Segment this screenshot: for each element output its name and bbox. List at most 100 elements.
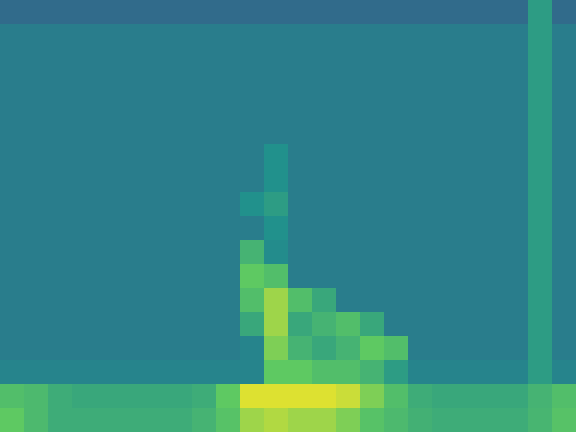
cell — [456, 360, 481, 385]
cell — [120, 168, 145, 193]
cell — [288, 144, 313, 169]
cell — [312, 336, 337, 361]
cell — [120, 192, 145, 217]
cell — [552, 168, 576, 193]
cell — [336, 120, 361, 145]
cell — [192, 384, 217, 409]
cell — [504, 24, 529, 49]
cell — [168, 192, 193, 217]
cell — [504, 48, 529, 73]
cell — [192, 24, 217, 49]
cell — [384, 120, 409, 145]
cell — [432, 360, 457, 385]
cell — [336, 168, 361, 193]
cell — [0, 240, 25, 265]
cell — [72, 192, 97, 217]
cell — [504, 264, 529, 289]
cell — [192, 0, 217, 25]
cell — [504, 336, 529, 361]
cell — [312, 288, 337, 313]
cell — [480, 120, 505, 145]
cell — [432, 0, 457, 25]
cell — [0, 384, 25, 409]
cell — [528, 96, 553, 121]
cell — [288, 168, 313, 193]
cell — [192, 120, 217, 145]
cell — [96, 336, 121, 361]
cell — [360, 96, 385, 121]
cell — [264, 360, 289, 385]
cell — [144, 168, 169, 193]
cell — [240, 144, 265, 169]
cell — [72, 240, 97, 265]
cell — [312, 312, 337, 337]
cell — [456, 24, 481, 49]
cell — [0, 120, 25, 145]
cell — [360, 264, 385, 289]
cell — [456, 216, 481, 241]
cell — [336, 288, 361, 313]
cell — [72, 264, 97, 289]
cell — [432, 264, 457, 289]
cell — [144, 336, 169, 361]
cell — [240, 216, 265, 241]
cell — [360, 384, 385, 409]
cell — [168, 0, 193, 25]
cell — [384, 336, 409, 361]
cell — [168, 48, 193, 73]
cell — [72, 216, 97, 241]
cell — [528, 408, 553, 432]
cell — [240, 72, 265, 97]
cell — [168, 240, 193, 265]
cell — [336, 192, 361, 217]
cell — [288, 48, 313, 73]
cell — [552, 240, 576, 265]
cell — [288, 72, 313, 97]
cell — [384, 72, 409, 97]
cell — [336, 72, 361, 97]
cell — [360, 0, 385, 25]
cell — [528, 120, 553, 145]
cell — [552, 120, 576, 145]
cell — [312, 384, 337, 409]
cell — [360, 72, 385, 97]
cell — [216, 0, 241, 25]
cell — [0, 288, 25, 313]
cell — [168, 384, 193, 409]
cell — [336, 408, 361, 432]
cell — [432, 24, 457, 49]
cell — [96, 24, 121, 49]
cell — [360, 336, 385, 361]
cell — [192, 72, 217, 97]
cell — [480, 240, 505, 265]
cell — [432, 384, 457, 409]
cell — [360, 120, 385, 145]
cell — [528, 336, 553, 361]
cell — [24, 384, 49, 409]
cell — [288, 120, 313, 145]
cell — [240, 48, 265, 73]
cell — [48, 120, 73, 145]
cell — [384, 24, 409, 49]
cell — [24, 24, 49, 49]
cell — [264, 24, 289, 49]
cell — [552, 312, 576, 337]
cell — [120, 240, 145, 265]
cell — [312, 144, 337, 169]
cell — [264, 336, 289, 361]
cell — [120, 288, 145, 313]
cell — [336, 96, 361, 121]
cell — [312, 72, 337, 97]
cell — [528, 384, 553, 409]
cell — [144, 408, 169, 432]
cell — [408, 288, 433, 313]
cell — [96, 360, 121, 385]
cell — [480, 144, 505, 169]
cell — [144, 312, 169, 337]
cells — [0, 0, 576, 432]
cell — [72, 360, 97, 385]
cell — [120, 384, 145, 409]
cell — [504, 0, 529, 25]
cell — [528, 48, 553, 73]
cell — [96, 192, 121, 217]
